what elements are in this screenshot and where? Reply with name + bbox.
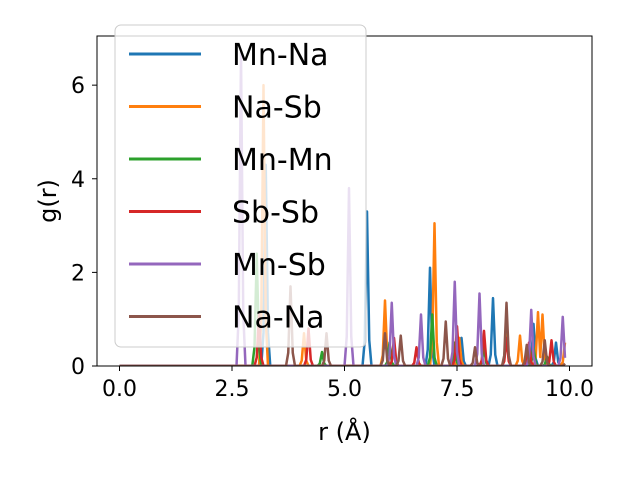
legend-box — [114, 24, 367, 348]
legend-entry: Mn-Na — [129, 38, 329, 73]
legend-label: Mn-Sb — [232, 248, 326, 283]
y-axis: 0 2 4 6 — [71, 74, 97, 380]
legend-label: Mn-Mn — [232, 143, 333, 178]
legend-label: Na-Sb — [232, 91, 322, 126]
x-tick-label: 10.0 — [545, 377, 594, 402]
series-line-mn-na — [119, 163, 565, 366]
y-tick-label: 6 — [71, 74, 85, 99]
legend-entry: Sb-Sb — [129, 196, 319, 231]
y-tick-label: 0 — [71, 355, 85, 380]
legend-entry: Na-Sb — [129, 91, 322, 126]
legend-label: Mn-Na — [232, 38, 329, 73]
x-tick-label: 5.0 — [327, 377, 362, 402]
y-axis-label: g(r) — [34, 179, 62, 223]
y-tick-label: 4 — [71, 168, 85, 193]
x-tick-label: 0.0 — [102, 377, 137, 402]
x-tick-label: 7.5 — [440, 377, 475, 402]
legend-entry: Na-Na — [129, 301, 324, 336]
x-axis: 0.0 2.5 5.0 7.5 10.0 — [102, 366, 594, 402]
legend-entry: Mn-Sb — [129, 248, 326, 283]
series-lines — [119, 51, 567, 366]
legend-entry: Mn-Mn — [129, 143, 333, 178]
y-tick-label: 2 — [71, 261, 85, 286]
x-tick-label: 2.5 — [215, 377, 250, 402]
legend-label: Na-Na — [232, 301, 324, 336]
legend: Mn-Na Na-Sb Mn-Mn Sb-Sb Mn-Sb Na-Na — [114, 24, 367, 348]
x-axis-label: r (Å) — [318, 417, 371, 446]
legend-label: Sb-Sb — [232, 196, 319, 231]
